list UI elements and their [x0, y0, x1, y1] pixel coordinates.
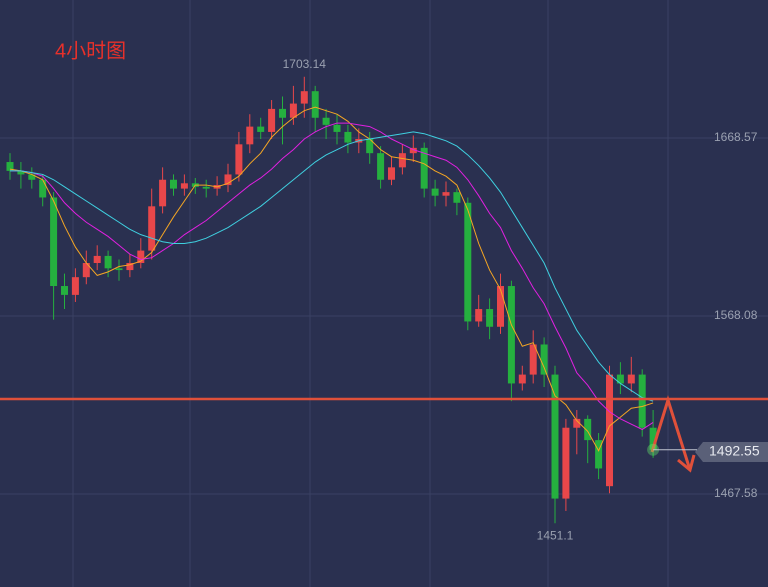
- candle-body: [388, 167, 395, 180]
- candle-body: [289, 103, 297, 118]
- candle-body: [518, 374, 526, 384]
- candle-body: [246, 126, 254, 145]
- candle-body: [61, 286, 68, 295]
- candle-body: [137, 250, 145, 263]
- vertical-grid: [72, 0, 669, 587]
- candle-body: [300, 91, 308, 104]
- candle-body: [71, 277, 79, 295]
- forecast-arrow: [650, 394, 692, 471]
- candle-body: [595, 440, 603, 469]
- candle-body: [235, 144, 243, 175]
- candle-body: [431, 188, 439, 196]
- moving-average-line: [10, 131, 654, 402]
- marks: [0, 76, 768, 524]
- candle-body: [82, 262, 90, 278]
- y-tick-label: 1668.57: [714, 130, 758, 144]
- candle-body: [148, 206, 156, 251]
- candle-body: [104, 255, 112, 269]
- candle-body: [420, 147, 428, 189]
- candle-body: [398, 153, 406, 168]
- candle-body: [551, 374, 559, 499]
- candle-body: [377, 153, 385, 180]
- candle-body: [453, 192, 461, 203]
- candle-body: [627, 374, 635, 384]
- candle-body: [28, 174, 36, 180]
- candle-body: [17, 170, 25, 175]
- candle-body: [497, 286, 504, 327]
- y-tick-label: 1568.08: [714, 308, 758, 322]
- labels: 1467.58 1568.08 1668.57 1703.14 1451.1 1492.5…: [283, 57, 760, 542]
- candle-body: [486, 309, 494, 327]
- candle-body: [333, 124, 341, 132]
- candle-body: [202, 186, 210, 189]
- candle-body: [464, 202, 472, 322]
- candle-body: [573, 418, 581, 428]
- candle-body: [649, 427, 657, 450]
- arrow-head: [677, 454, 696, 473]
- candle-body: [606, 374, 613, 487]
- candle-body: [442, 192, 450, 196]
- moving-average-line: [9, 106, 654, 452]
- candle-body: [638, 374, 646, 428]
- candle-body: [268, 108, 276, 132]
- candle-body: [322, 117, 330, 125]
- y-tick-label: 1467.58: [714, 486, 758, 500]
- candle-body: [6, 162, 14, 171]
- candle-body: [50, 197, 58, 287]
- candle-body: [529, 344, 537, 375]
- candle-body: [475, 309, 483, 322]
- candle-body: [616, 374, 624, 384]
- last-price-label: 1492.55: [709, 443, 760, 459]
- candle-body: [279, 108, 286, 118]
- candle-body: [409, 147, 417, 154]
- grid: [0, 137, 768, 495]
- last-price-tag: [695, 442, 768, 462]
- candle-body: [257, 126, 265, 132]
- chart-title: 4小时图: [55, 39, 126, 62]
- candle-body: [180, 183, 188, 189]
- candle-body: [540, 344, 548, 375]
- candle-body: [366, 139, 374, 154]
- max-price-label: 1703.14: [283, 57, 327, 71]
- candle-body: [126, 262, 134, 271]
- candle-body: [584, 418, 592, 441]
- candle-body: [159, 179, 167, 207]
- candle-body: [562, 427, 570, 499]
- candle-body: [39, 179, 47, 198]
- candle-body: [344, 131, 352, 143]
- candle-body: [115, 268, 123, 271]
- min-price-label: 1451.1: [537, 528, 574, 542]
- candle-body: [507, 286, 515, 384]
- candle-body: [311, 91, 319, 118]
- candle-body: [93, 255, 101, 263]
- moving-average-line: [10, 122, 654, 431]
- candle-body: [224, 174, 232, 186]
- candle-body: [170, 179, 177, 189]
